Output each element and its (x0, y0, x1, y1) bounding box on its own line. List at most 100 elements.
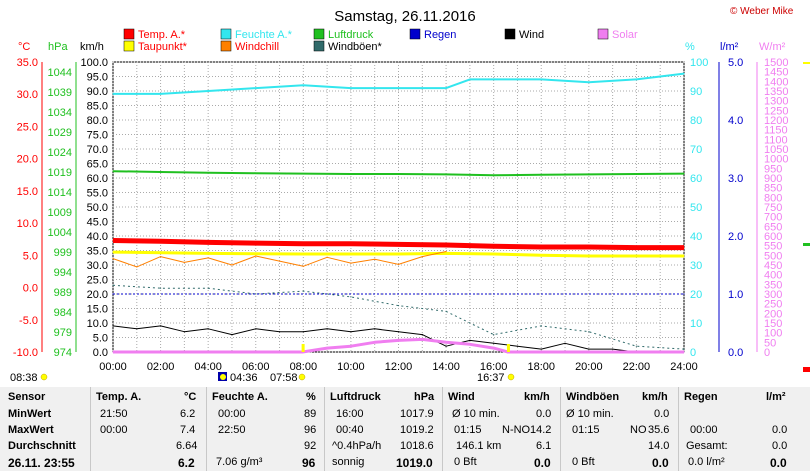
data-point-taupunkt (207, 252, 209, 254)
max-druck-value: 1019.2 (400, 424, 434, 436)
sun-event-time: 07:58 (270, 372, 298, 384)
data-point-temp-a (350, 243, 352, 245)
avg-wind-value: 6.1 (536, 440, 552, 452)
tick-label-celsius: 25.0 (17, 121, 38, 133)
tick-label-wm2: 1150 (764, 125, 788, 137)
tick-label-percent: 90 (690, 86, 702, 98)
tick-label-time: 04:00 (194, 361, 222, 373)
min-temp-time: 21:50 (100, 408, 128, 420)
data-point-feuchte-a (421, 87, 423, 89)
data-point-wind (326, 328, 328, 330)
data-point-temp-a (588, 246, 590, 248)
data-point-wind (469, 339, 471, 341)
tick-label-time: 18:00 (527, 361, 555, 373)
legend-swatch (597, 28, 609, 40)
data-point-windchill (183, 261, 185, 264)
legend-label: Regen (424, 29, 456, 41)
tick-label-wm2: 1050 (764, 144, 788, 156)
header-regen: Regen (684, 391, 718, 403)
legend-label: Wind (519, 29, 544, 41)
tick-label-kmh: 0.0 (93, 347, 108, 359)
tick-label-hpa: 1044 (48, 67, 72, 79)
min-wind-label: Ø 10 min. (452, 408, 500, 420)
data-point-feuchte-a (445, 87, 447, 89)
sun-events: 08:38 04:36 07:58 16:37 (10, 344, 515, 384)
cur-regen-amount: 0.0 l/m² (688, 456, 725, 468)
data-point-luftdruck (445, 173, 447, 175)
data-point-taupunkt (540, 254, 542, 256)
min-temp-value: 6.2 (180, 408, 196, 420)
sun-event-time: 16:37 (477, 372, 505, 384)
tick-label-kmh: 35.0 (87, 246, 108, 258)
data-point-wind (255, 328, 257, 330)
tick-label-time: 12:00 (385, 361, 413, 373)
legend-label: Luftdruck (328, 29, 374, 41)
legend-label: Feuchte A.* (235, 29, 293, 41)
data-point-wind (302, 331, 304, 333)
avg-druck-trend: ^0.4hPa/h (332, 440, 382, 452)
data-point-wind (112, 325, 114, 327)
data-point-windchill (374, 258, 376, 260)
tick-label-time: 22:00 (623, 361, 651, 373)
tick-label-wm2: 350 (764, 279, 782, 291)
tick-label-hpa: 1024 (48, 147, 72, 159)
avg-boeen-value: 14.0 (648, 440, 670, 452)
avg-regen-label: Gesamt: (686, 440, 728, 452)
tick-label-lm2: 2.0 (728, 231, 743, 243)
series-solar (113, 337, 684, 354)
data-point-luftdruck (255, 172, 257, 174)
data-point-wind (516, 345, 519, 347)
min-boeen-value: 0.0 (654, 408, 670, 420)
data-point-temp-a (302, 243, 304, 245)
table-divider (206, 387, 207, 471)
header-druck: Luftdruck (330, 391, 381, 403)
tick-label-kmh: 85.0 (87, 101, 108, 113)
header-sensor: Sensor (8, 391, 46, 403)
data-point-windchill (421, 256, 423, 258)
stats-table: Sensor Temp. A. °C Feuchte A. % Luftdruc… (0, 387, 810, 471)
tick-label-wm2: 900 (764, 173, 782, 185)
series-taupunkt (112, 250, 684, 258)
max-regen-time: 00:00 (690, 424, 718, 436)
data-point-feuchte-a (588, 81, 590, 83)
data-point-feuchte-a (540, 78, 542, 80)
data-point-windb-en (493, 334, 495, 336)
data-point-wind (564, 342, 566, 344)
legend-swatch (220, 40, 232, 52)
max-boeen-time: 01:15 (572, 424, 600, 436)
tick-label-hpa: 1004 (48, 227, 72, 239)
header-druck-unit: hPa (414, 391, 435, 403)
data-point-windb-en (445, 310, 447, 312)
axes: 35.0 30.0 25.0 20.0 15.0 10.0 5.0 0.0 -5.0 -10.0 1… (13, 57, 789, 373)
sun-icon (298, 373, 306, 381)
data-point-feuchte-a (469, 78, 471, 80)
tick-label-wm2: 700 (764, 212, 782, 224)
data-point-wind (493, 342, 495, 344)
min-boeen-label: Ø 10 min. (566, 408, 614, 420)
sun-event-time: 04:36 (230, 372, 258, 384)
data-point-wind (183, 331, 185, 333)
cur-regen-value: 0.0 (770, 456, 787, 470)
side-marker-temp (803, 367, 810, 372)
tick-label-hpa: 994 (54, 267, 72, 279)
data-point-taupunkt (302, 253, 304, 255)
table-divider (678, 387, 679, 471)
data-point-taupunkt (445, 252, 447, 254)
table-divider (90, 387, 91, 471)
data-point-windb-en (540, 325, 542, 327)
max-boeen-value: 35.6 (648, 424, 670, 436)
data-point-regen (683, 293, 685, 295)
data-point-feuchte-a (255, 87, 257, 89)
data-point-feuchte-a (635, 78, 638, 80)
cur-boeen-bft: 0 Bft (572, 456, 595, 468)
tick-label-kmh: 50.0 (87, 202, 108, 214)
tick-label-percent: 80 (690, 115, 702, 127)
data-point-solar (397, 339, 400, 341)
avg-wind-distance: 146.1 km (456, 440, 502, 452)
data-point-windchill (397, 263, 400, 265)
tick-label-kmh: 15.0 (87, 304, 108, 316)
tick-label-time: 24:00 (670, 361, 698, 373)
tick-label-celsius: 15.0 (17, 186, 38, 198)
legend-label: Solar (612, 29, 638, 41)
axis-title-kmh: km/h (80, 41, 104, 53)
